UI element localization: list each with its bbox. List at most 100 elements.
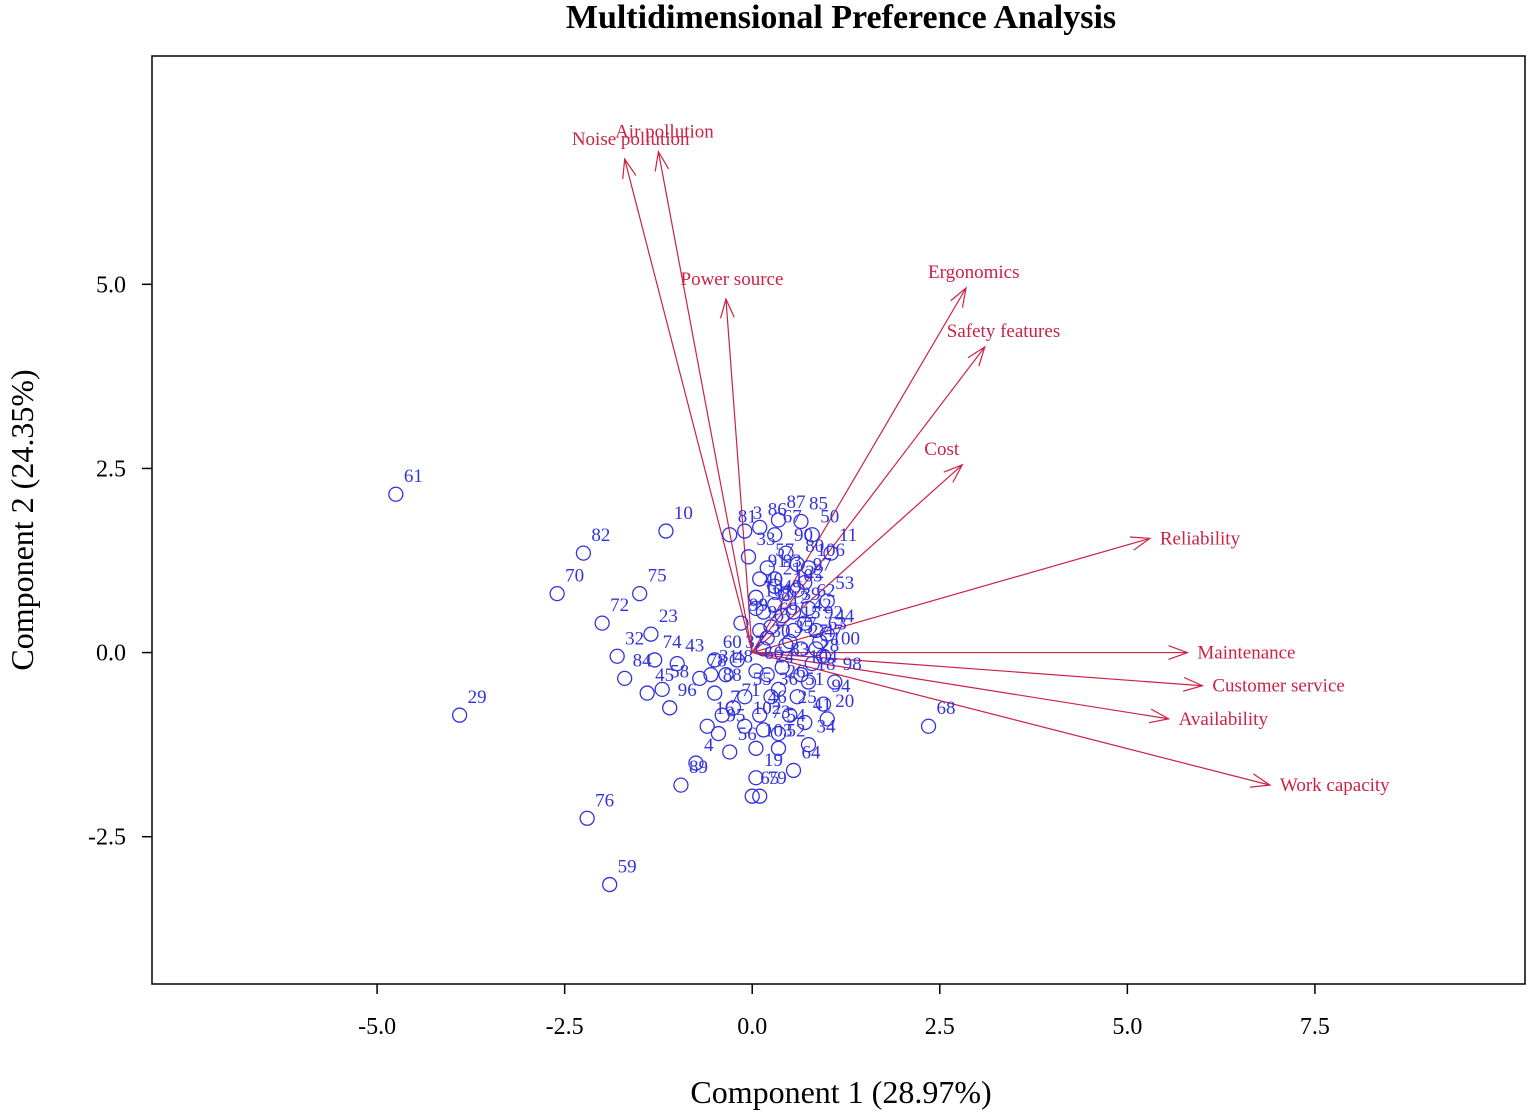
observation-point (662, 700, 678, 716)
observation-label: 68 (937, 698, 956, 719)
vector-label: Work capacity (1280, 775, 1390, 796)
vector-label: Safety features (947, 321, 1060, 342)
observation-point (755, 722, 772, 738)
observation-point (778, 586, 794, 602)
vector-line (657, 151, 753, 653)
observation-label: 55 (753, 669, 772, 690)
vector-arrowhead (1129, 536, 1152, 551)
observation-point (752, 622, 768, 639)
vector-line (752, 537, 1151, 654)
y-tick-label: -2.5 (88, 825, 126, 851)
observation-label: 83 (790, 639, 809, 660)
observation-point (752, 788, 768, 804)
observation-label: 23 (659, 606, 678, 627)
x-axis: -5.0 -2.5 0.0 2.5 5.0 7.5 (358, 984, 1330, 1040)
observation-point (748, 589, 764, 605)
vector-arrowhead (1249, 773, 1272, 788)
observation-point (594, 615, 610, 631)
observation-label: 41 (813, 695, 832, 716)
observation-point (823, 545, 839, 561)
observation-label: 101 (764, 580, 793, 601)
observation-point (785, 604, 802, 620)
observation-label: 37 (745, 632, 764, 653)
observation-point (669, 655, 685, 672)
observation-label: 79 (768, 768, 787, 789)
observation-point (785, 622, 802, 639)
observation-label: 26 (786, 661, 805, 682)
observation-point (609, 648, 625, 664)
x-tick-label: 0.0 (737, 1014, 767, 1040)
observation-point (774, 608, 790, 624)
observation-label: 94 (831, 676, 851, 697)
observation-point (755, 641, 772, 657)
vector-line (752, 651, 1203, 687)
observation-label: 59 (618, 857, 637, 878)
observation-label: 12 (790, 588, 809, 609)
vector-line (725, 299, 753, 653)
observation-point (673, 777, 689, 793)
observation-label: 10 (674, 503, 693, 524)
observation-point (815, 648, 832, 664)
observation-point (767, 578, 783, 594)
observation-point (639, 685, 655, 701)
observation-point (658, 523, 674, 539)
observation-point (748, 663, 764, 679)
observation-point (725, 700, 742, 716)
observation-point (797, 714, 813, 731)
chart-title: Multidimensional Preference Analysis (566, 0, 1116, 36)
observation-label: 64 (801, 742, 821, 763)
observation-point (752, 571, 768, 587)
vector-arrowhead (1182, 676, 1205, 692)
observation-label: 65 (760, 768, 779, 789)
y-tick-label: 5.0 (96, 272, 126, 298)
y-tick-label: 0.0 (96, 641, 126, 667)
observation-point (793, 667, 809, 683)
observation-label: 102 (753, 698, 782, 719)
observation-point (744, 788, 760, 804)
observation-label: 9 (768, 602, 778, 623)
vector-arrowhead (967, 345, 986, 367)
observation-point (770, 512, 787, 528)
observation-label: 69 (779, 599, 798, 620)
observation-label: 92 (824, 602, 843, 623)
observation-point (575, 545, 592, 561)
observation-point (707, 652, 723, 668)
y-axis-label: Component 2 (24.35%) (4, 369, 40, 670)
observation-point (819, 593, 835, 609)
observation-label: 67 (783, 507, 802, 528)
observation-point (707, 685, 723, 701)
observation-point (549, 586, 565, 602)
observation-point (688, 755, 704, 771)
observation-label: 30 (771, 621, 790, 642)
observation-label: 45 (655, 665, 674, 686)
observation-label: 52 (786, 720, 805, 741)
observation-point (770, 740, 787, 756)
observation-point (767, 597, 783, 613)
observation-point (793, 641, 809, 657)
observation-label: 77 (798, 614, 817, 635)
observation-label: 96 (678, 680, 697, 701)
observation-label: 42 (813, 595, 832, 616)
vector-arrowhead (943, 463, 964, 483)
vector-arrowhead (1148, 708, 1171, 724)
observation-label: 60 (723, 632, 742, 653)
observation-label: 63 (828, 614, 847, 635)
observation-point (789, 689, 805, 705)
vector-label: Ergonomics (928, 262, 1019, 283)
observation-point (800, 600, 817, 617)
x-tick-label: 7.5 (1300, 1014, 1330, 1040)
observation-label: 7 (730, 687, 740, 708)
observation-point (722, 527, 738, 543)
observation-point (752, 519, 768, 536)
observation-label: 100 (831, 628, 860, 649)
observation-point (388, 486, 404, 502)
observation-label: 28 (820, 636, 839, 657)
observation-point (767, 571, 783, 587)
observation-point (737, 718, 753, 734)
observation-label: 33 (756, 529, 775, 550)
observation-point (782, 707, 798, 723)
vector-line (751, 346, 986, 653)
